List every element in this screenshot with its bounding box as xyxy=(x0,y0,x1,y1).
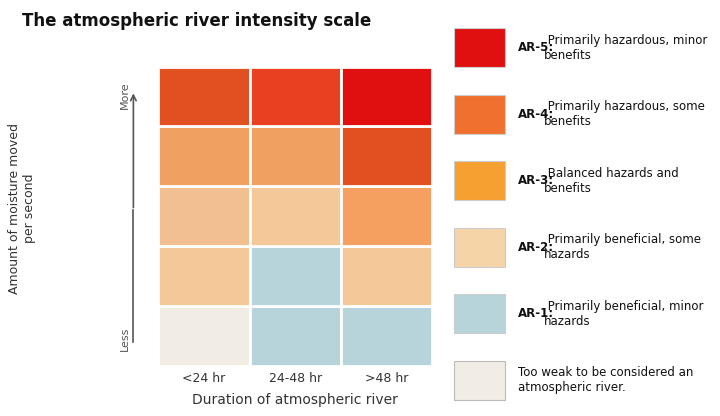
Text: AR-4:: AR-4: xyxy=(518,108,554,121)
Bar xyxy=(454,294,505,333)
X-axis label: Duration of atmospheric river: Duration of atmospheric river xyxy=(192,393,398,407)
Bar xyxy=(341,306,432,366)
Bar xyxy=(250,126,341,186)
Text: More: More xyxy=(120,82,130,109)
Bar xyxy=(341,126,432,186)
Text: AR-5:: AR-5: xyxy=(518,42,554,54)
Bar xyxy=(158,67,250,126)
Text: Primarily beneficial, some
hazards: Primarily beneficial, some hazards xyxy=(544,233,701,261)
Bar xyxy=(158,246,250,306)
Bar xyxy=(158,186,250,246)
Bar xyxy=(454,361,505,400)
Bar xyxy=(454,161,505,201)
Text: AR-3:: AR-3: xyxy=(518,174,554,187)
Text: Less: Less xyxy=(120,327,130,351)
Bar xyxy=(250,306,341,366)
Bar xyxy=(341,67,432,126)
Text: The atmospheric river intensity scale: The atmospheric river intensity scale xyxy=(22,12,371,30)
Text: Primarily hazardous, minor
benefits: Primarily hazardous, minor benefits xyxy=(544,34,708,62)
Text: Balanced hazards and
benefits: Balanced hazards and benefits xyxy=(544,167,679,195)
Bar xyxy=(158,306,250,366)
Bar xyxy=(158,126,250,186)
Text: Primarily beneficial, minor
hazards: Primarily beneficial, minor hazards xyxy=(544,300,704,328)
Bar xyxy=(341,186,432,246)
Text: Primarily hazardous, some
benefits: Primarily hazardous, some benefits xyxy=(544,100,705,129)
Bar xyxy=(250,186,341,246)
Text: AR-1:: AR-1: xyxy=(518,307,554,320)
Text: AR-2:: AR-2: xyxy=(518,241,554,254)
Bar xyxy=(454,95,505,134)
Text: Too weak to be considered an
atmospheric river.: Too weak to be considered an atmospheric… xyxy=(518,366,694,394)
Bar xyxy=(454,228,505,267)
Bar xyxy=(454,28,505,67)
Bar xyxy=(250,67,341,126)
Bar xyxy=(341,246,432,306)
Bar xyxy=(250,246,341,306)
Text: Amount of moisture moved
per second: Amount of moisture moved per second xyxy=(8,122,35,294)
